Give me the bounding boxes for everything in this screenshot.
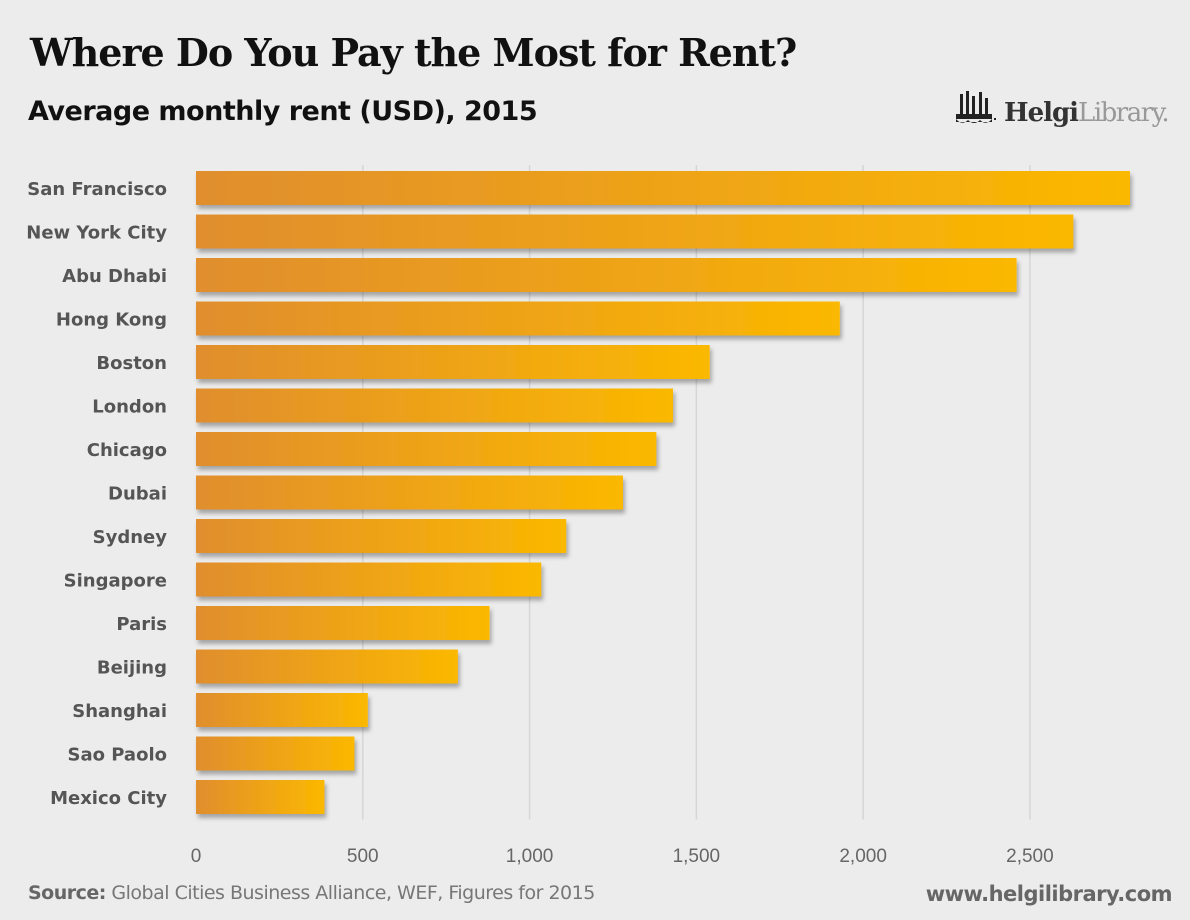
category-label: Singapore <box>64 571 167 592</box>
bar-sydney <box>196 519 567 553</box>
bar-sao-paolo <box>196 736 355 771</box>
logo-text: HelgiLibrary. <box>1004 98 1170 128</box>
category-label: Sao Paolo <box>67 745 167 766</box>
bar-london <box>196 388 674 423</box>
chart-title: Where Do You Pay the Most for Rent? <box>30 30 797 75</box>
source-label: Source: <box>28 882 106 904</box>
source-note: Source: Global Cities Business Alliance,… <box>28 882 595 904</box>
bar-new-york-city <box>196 214 1074 249</box>
bar-abu-dhabi <box>196 258 1017 292</box>
category-label: Shanghai <box>72 701 167 722</box>
y-axis-labels: San Francisco New York City Abu Dhabi Hong … <box>26 179 167 809</box>
category-label: Chicago <box>87 440 167 461</box>
x-tick-label: 1,000 <box>506 846 554 867</box>
bar-hong-kong <box>196 301 840 336</box>
x-tick-label: 0 <box>191 846 202 867</box>
category-label: Sydney <box>93 527 168 548</box>
chart-subtitle: Average monthly rent (USD), 2015 <box>28 96 538 127</box>
bar-shanghai <box>196 693 368 727</box>
category-label: San Francisco <box>27 179 167 200</box>
bar-mexico-city <box>196 780 325 814</box>
category-label: New York City <box>26 223 167 244</box>
category-label: Dubai <box>108 484 167 505</box>
category-label: Hong Kong <box>56 310 167 331</box>
bar-singapore <box>196 562 542 597</box>
bar-dubai <box>196 475 623 510</box>
bar-paris <box>196 606 490 640</box>
category-label: Mexico City <box>50 788 167 809</box>
category-label: Abu Dhabi <box>62 266 167 287</box>
library-building-icon <box>956 91 996 123</box>
helgi-library-logo: HelgiLibrary. <box>952 88 1170 128</box>
x-axis-labels: 0 500 1,000 1,500 2,000 2,500 <box>191 846 1054 867</box>
category-label: Paris <box>116 614 167 635</box>
bar-boston <box>196 345 710 379</box>
category-label: London <box>92 397 167 418</box>
bar-chicago <box>196 432 657 466</box>
x-tick-label: 2,000 <box>839 846 887 867</box>
x-tick-label: 1,500 <box>673 846 721 867</box>
website-url[interactable]: www.helgilibrary.com <box>925 882 1173 906</box>
category-label: Beijing <box>97 658 167 679</box>
bar-san-francisco <box>196 171 1130 205</box>
source-text: Global Cities Business Alliance, WEF, Fi… <box>105 882 595 904</box>
bars <box>196 171 1130 814</box>
category-label: Boston <box>96 353 167 374</box>
x-tick-label: 500 <box>347 846 379 867</box>
x-tick-label: 2,500 <box>1006 846 1054 867</box>
bar-beijing <box>196 649 458 684</box>
